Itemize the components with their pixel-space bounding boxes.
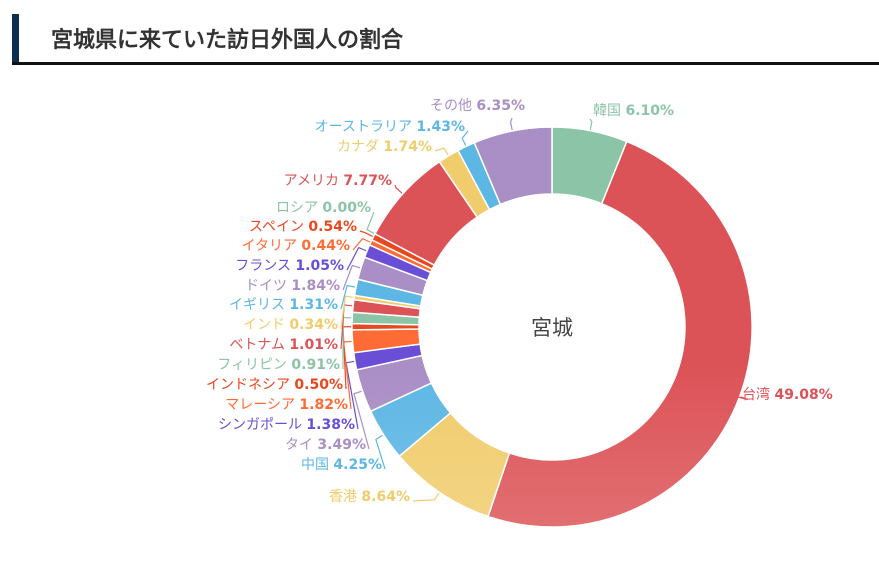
data-label-category: ベトナム xyxy=(229,337,285,353)
data-label-value: 6.35% xyxy=(476,98,525,114)
leader-line-20 xyxy=(509,117,513,131)
center-label: 宮城 xyxy=(531,316,573,340)
data-label-value: 0.54% xyxy=(308,219,357,235)
data-label-4: タイ 3.49% xyxy=(285,437,366,453)
leader-line-13 xyxy=(346,246,367,271)
data-label-category: アメリカ xyxy=(284,173,339,189)
data-label-1: 台湾 49.08% xyxy=(742,386,833,403)
data-label-category: フランス xyxy=(235,258,291,274)
data-label-value: 1.84% xyxy=(291,278,340,294)
data-label-category: その他 xyxy=(430,98,472,114)
data-label-category: スペイン xyxy=(249,219,304,235)
data-label-12: ドイツ 1.84% xyxy=(245,278,340,294)
data-label-9: ベトナム 1.01% xyxy=(229,337,338,353)
data-label-value: 1.74% xyxy=(383,139,432,155)
data-label-category: フィリピン xyxy=(217,357,287,373)
data-label-11: イギリス 1.31% xyxy=(229,297,338,313)
data-label-value: 1.43% xyxy=(416,119,465,135)
title-underline xyxy=(12,62,879,65)
data-label-value: 7.77% xyxy=(343,173,392,189)
leader-line-12 xyxy=(342,264,361,291)
data-label-value: 1.82% xyxy=(299,397,348,413)
data-label-18: カナダ 1.74% xyxy=(337,139,432,155)
data-label-0: 韓国 6.10% xyxy=(593,103,674,119)
leader-line-16 xyxy=(366,211,375,234)
data-label-17: アメリカ 7.77% xyxy=(284,173,392,189)
data-label-value: 8.64% xyxy=(361,489,410,505)
leader-line-1 xyxy=(737,396,749,401)
data-label-value: 1.31% xyxy=(289,297,338,313)
data-label-category: 韓国 xyxy=(593,103,621,119)
data-label-category: シンガポール xyxy=(218,417,302,433)
leader-line-10 xyxy=(340,295,354,330)
data-label-value: 0.91% xyxy=(291,357,340,373)
data-label-value: 49.08% xyxy=(774,387,832,403)
data-label-category: カナダ xyxy=(337,139,379,155)
leader-line-11 xyxy=(340,284,356,310)
ring-shade xyxy=(351,127,752,527)
data-label-15: スペイン 0.54% xyxy=(249,219,357,235)
leader-line-7 xyxy=(342,326,352,390)
leader-line-0 xyxy=(589,118,593,130)
data-label-category: ロシア xyxy=(276,200,318,216)
data-label-7: インドネシア 0.50% xyxy=(206,377,343,393)
data-label-value: 1.05% xyxy=(295,258,344,274)
data-label-8: フィリピン 0.91% xyxy=(217,357,340,373)
data-label-13: フランス 1.05% xyxy=(235,258,344,274)
title-accent-bar xyxy=(12,14,19,65)
data-label-category: インドネシア xyxy=(206,377,290,393)
leader-line-14 xyxy=(352,237,371,251)
leader-lines-group xyxy=(340,117,749,502)
data-label-value: 3.49% xyxy=(317,437,366,453)
data-label-value: 4.25% xyxy=(333,457,382,473)
data-label-3: 中国 4.25% xyxy=(301,457,382,473)
leader-line-4 xyxy=(353,390,370,450)
data-label-10: インド 0.34% xyxy=(243,317,338,333)
data-label-value: 0.34% xyxy=(289,317,338,333)
data-label-category: 台湾 xyxy=(742,386,770,403)
leader-line-3 xyxy=(375,434,386,470)
data-label-value: 0.44% xyxy=(301,238,350,254)
data-label-category: ドイツ xyxy=(245,278,287,294)
data-label-value: 1.01% xyxy=(289,337,338,353)
leader-line-15 xyxy=(359,230,373,237)
data-label-14: イタリア 0.44% xyxy=(242,238,350,254)
data-label-value: 0.00% xyxy=(322,200,371,216)
data-label-category: インド xyxy=(243,317,285,333)
data-label-category: オーストラリア xyxy=(315,119,412,135)
data-label-category: イギリス xyxy=(229,297,285,313)
data-label-20: その他 6.35% xyxy=(430,98,525,114)
leader-line-2 xyxy=(412,492,440,502)
data-label-2: 香港 8.64% xyxy=(329,489,410,505)
data-label-value: 1.38% xyxy=(306,417,355,433)
data-label-category: 香港 xyxy=(329,489,357,505)
data-label-value: 0.50% xyxy=(294,377,343,393)
data-label-19: オーストラリア 1.43% xyxy=(315,119,465,135)
leader-line-18 xyxy=(434,147,449,156)
data-label-16: ロシア 0.00% xyxy=(276,200,371,216)
data-label-category: イタリア xyxy=(242,238,297,254)
page-title: 宮城県に来ていた訪日外国人の割合 xyxy=(51,28,404,53)
data-label-value: 6.10% xyxy=(625,103,674,119)
shade-overlay xyxy=(351,127,752,527)
data-label-5: シンガポール 1.38% xyxy=(218,417,355,433)
data-label-category: タイ xyxy=(285,437,313,453)
data-label-6: マレーシア 1.82% xyxy=(225,397,348,413)
data-label-category: マレーシア xyxy=(225,397,295,413)
data-labels-group: 韓国 6.10%台湾 49.08%香港 8.64%中国 4.25%タイ 3.49… xyxy=(206,98,833,505)
leader-line-19 xyxy=(461,130,469,146)
data-label-category: 中国 xyxy=(301,457,329,473)
leader-line-17 xyxy=(394,184,403,194)
